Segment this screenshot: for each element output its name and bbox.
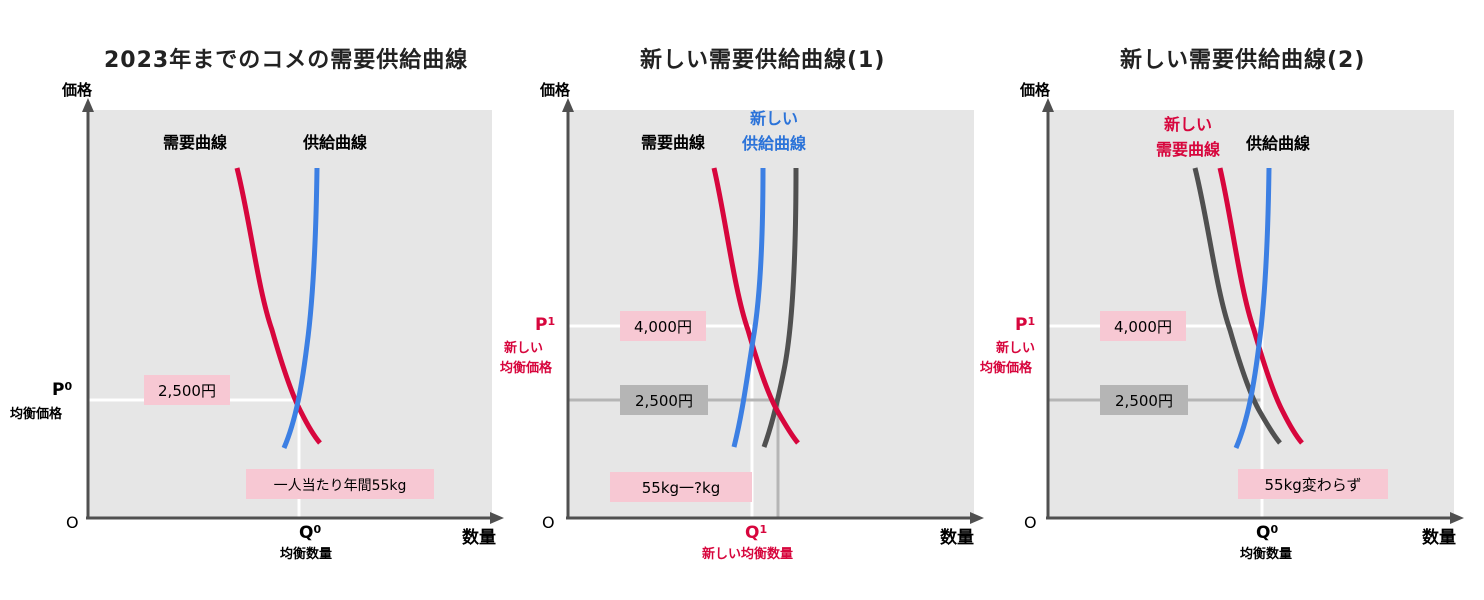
supply-demand-diagram: 4,000円 2,500円 55kg一?kg 価格 数量 O 需要曲線 新しい …: [500, 81, 984, 562]
supply-curve: [1233, 167, 1272, 449]
panel-original: 2023年までのコメの需要供給曲線 2,500円 一人当たり年間55kg 価格 …: [0, 0, 504, 600]
quantity-box-text: 一人当たり年間55kg: [274, 478, 407, 494]
quantity-box: [1238, 469, 1388, 499]
panel-title: 新しい需要供給曲線(1): [640, 48, 886, 73]
supply-curve: [281, 167, 320, 449]
quantity-box-text: 55kg一?kg: [642, 479, 720, 497]
x-axis-arrow: [970, 512, 984, 524]
price-p-label: P0: [52, 380, 72, 400]
origin-label: O: [1024, 513, 1037, 532]
supply-demand-diagram: 4,000円 2,500円 55kg変わらず 価格 数量 O 新しい 需要曲線 …: [980, 81, 1464, 562]
origin-label: O: [66, 513, 79, 532]
demand-curve-label: 需要曲線: [641, 133, 705, 152]
demand-curve-label: 需要曲線: [163, 133, 227, 152]
y-axis-arrow: [82, 98, 94, 112]
quantity-q-label: Q1: [745, 523, 767, 543]
price-description-line2: 均衡価格: [500, 360, 553, 376]
quantity-description: 均衡数量: [280, 546, 332, 562]
old-price-box-text: 2,500円: [1115, 392, 1173, 410]
old-price-box: [1100, 385, 1188, 415]
price-p-label: P1: [1015, 315, 1035, 335]
old-supply-curve: [761, 167, 799, 448]
x-axis-label: 数量: [1422, 527, 1456, 548]
new-price-box-text: 4,000円: [1114, 318, 1172, 336]
quantity-q-label: Q0: [299, 523, 321, 543]
supply-curve-label: 供給曲線: [302, 133, 367, 152]
price-description-line1: 新しい: [504, 340, 543, 356]
new-supply-label-line2: 供給曲線: [741, 134, 806, 153]
old-price-box: [620, 385, 708, 415]
y-axis-label: 価格: [1019, 81, 1051, 99]
new-supply-curve: [731, 167, 766, 448]
new-demand-label-line1: 新しい: [1164, 115, 1212, 134]
quantity-description: 新しい均衡数量: [702, 546, 793, 562]
price-p-label: P1: [535, 315, 555, 335]
x-axis-label: 数量: [462, 527, 496, 548]
x-axis-arrow: [490, 512, 504, 524]
quantity-description: 均衡数量: [1240, 546, 1292, 562]
quantity-box-text: 55kg変わらず: [1265, 476, 1362, 494]
new-demand-curve: [1217, 167, 1304, 445]
panel-new-supply: 新しい需要供給曲線(1) 4,000円 2,500円 55kg一?kg 価格 数…: [490, 0, 990, 600]
y-axis-arrow: [1042, 98, 1054, 112]
panel-title: 2023年までのコメの需要供給曲線: [104, 48, 469, 73]
quantity-q-label: Q0: [1256, 523, 1278, 543]
panel-new-demand: 新しい需要供給曲線(2) 4,000円 2,500円 55kg変わらず 価格 数…: [970, 0, 1484, 600]
price-description-line1: 新しい: [996, 340, 1035, 356]
origin-label: O: [542, 513, 555, 532]
panel-title: 新しい需要供給曲線(2): [1120, 48, 1366, 73]
y-axis-label: 価格: [539, 81, 571, 99]
demand-curve: [234, 167, 322, 445]
price-box-text: 2,500円: [158, 382, 216, 400]
x-axis-arrow: [1450, 512, 1464, 524]
new-price-box-text: 4,000円: [634, 318, 692, 336]
old-price-box-text: 2,500円: [635, 392, 693, 410]
new-price-box: [1100, 311, 1186, 341]
price-box: [144, 375, 230, 405]
old-demand-curve: [1192, 167, 1282, 445]
supply-curve-label: 供給曲線: [1245, 134, 1310, 153]
plot-area: [88, 110, 492, 518]
y-axis-arrow: [562, 98, 574, 112]
quantity-box: [610, 472, 752, 502]
price-description: 均衡価格: [10, 406, 63, 422]
new-supply-label-line1: 新しい: [750, 109, 798, 128]
y-axis-label: 価格: [61, 81, 93, 99]
price-description-line2: 均衡価格: [980, 360, 1033, 376]
supply-demand-diagram: 2,500円 一人当たり年間55kg 価格 数量 O 需要曲線 供給曲線 P0 …: [10, 81, 504, 562]
demand-curve: [711, 167, 800, 445]
new-price-box: [620, 311, 706, 341]
new-demand-label-line2: 需要曲線: [1156, 140, 1220, 159]
x-axis-label: 数量: [940, 527, 974, 548]
quantity-box: [246, 469, 434, 499]
